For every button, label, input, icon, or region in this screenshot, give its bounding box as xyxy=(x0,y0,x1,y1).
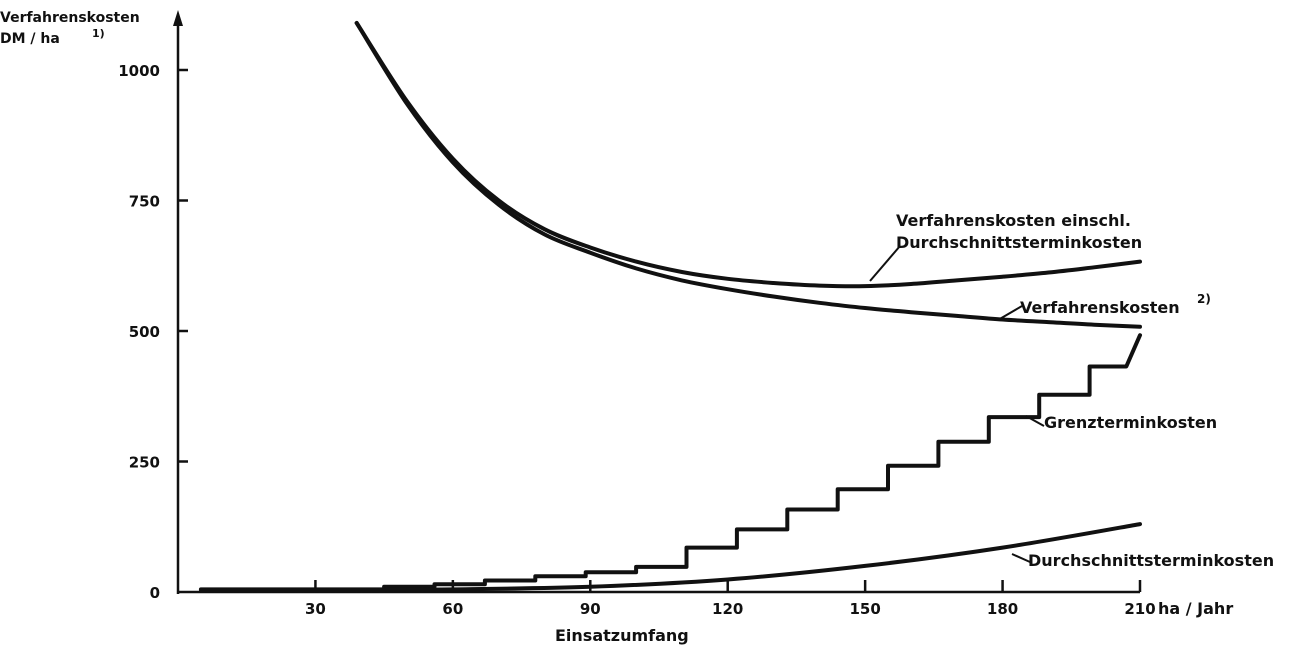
y-tick-label: 750 xyxy=(129,193,160,211)
x-tick-label: 60 xyxy=(442,600,463,618)
x-tick-label: 120 xyxy=(712,600,743,618)
x-axis-title: Einsatzumfang xyxy=(555,626,689,645)
y-tick-label: 500 xyxy=(129,323,160,341)
series-label-einschl-line2: Durchschnittsterminkosten xyxy=(896,233,1142,252)
leader-line-durchschnittsterminkosten xyxy=(1011,553,1031,563)
series-label-einschl-line1: Verfahrenskosten einschl. xyxy=(896,211,1131,230)
leader-line-verfahrenskosten xyxy=(997,305,1023,321)
x-tick-label: 180 xyxy=(987,600,1018,618)
y-tick-label: 0 xyxy=(150,584,160,602)
y-axis-title-line1: Verfahrenskosten xyxy=(0,10,140,26)
y-axis-title-note: 1) xyxy=(92,27,105,40)
y-tick-label: 250 xyxy=(129,454,160,472)
x-tick-label: 210 xyxy=(1124,600,1155,618)
curve-grenzterminkosten xyxy=(198,333,1142,592)
y-axis-title-line2: DM / ha xyxy=(0,31,60,47)
series-label-verfahrenskosten: Verfahrenskosten xyxy=(1020,298,1180,317)
x-tick-label: 150 xyxy=(849,600,880,618)
y-tick-label: 1000 xyxy=(118,62,160,80)
series-label-grenzterminkosten: Grenzterminkosten xyxy=(1044,413,1217,432)
x-tick-label: 30 xyxy=(305,600,326,618)
curve-verfahrenskosten xyxy=(354,21,1142,329)
x-tick-label: 90 xyxy=(580,600,601,618)
leader-line-einschl xyxy=(869,245,901,282)
series-label-durchschnittsterminkosten: Durchschnittsterminkosten xyxy=(1028,551,1274,570)
curve-durchschnittsterminkosten xyxy=(198,522,1142,593)
y-axis-arrow-icon xyxy=(173,10,183,26)
series-label-verfahrenskosten-note: 2) xyxy=(1197,292,1211,306)
curve-verfahrenskosten-einschl xyxy=(354,21,1142,289)
leader-line-grenzterminkosten xyxy=(1025,415,1045,427)
x-axis-unit: ha / Jahr xyxy=(1158,599,1233,618)
